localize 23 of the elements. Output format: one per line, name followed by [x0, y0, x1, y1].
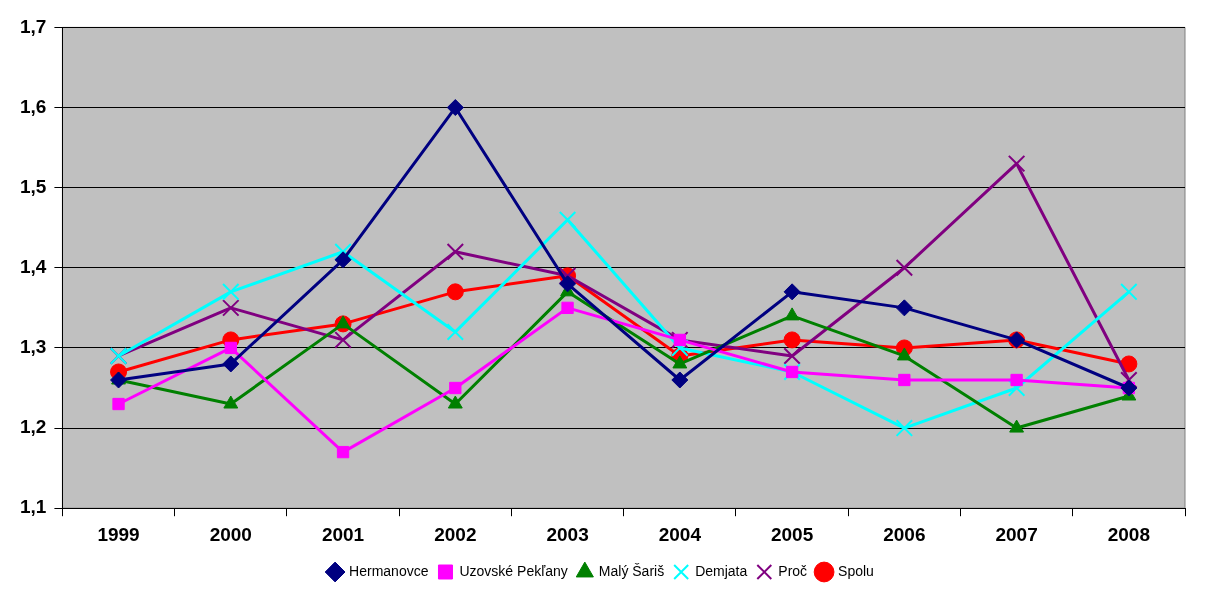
x-tick-label: 1999	[97, 523, 140, 545]
x-tick-label: 2002	[434, 523, 477, 545]
x-tick-label: 2005	[770, 523, 814, 545]
x-tick-label: 2003	[546, 523, 589, 545]
x-tick-label: 2008	[1107, 523, 1151, 545]
y-tick-label: 1,1	[19, 496, 47, 518]
legend-label: Spolu	[838, 562, 874, 579]
x-tick-label: 2004	[658, 523, 702, 545]
y-tick-label: 1,5	[19, 175, 47, 197]
y-tick-label: 1,4	[19, 256, 47, 278]
x-tick-label: 2000	[209, 523, 252, 545]
x-tick-label: 2006	[883, 523, 926, 545]
legend-label: Malý Šariš	[598, 562, 665, 579]
legend-label: Uzovské Pekľany	[459, 562, 568, 579]
legend-label: Demjata	[695, 562, 748, 579]
y-tick-label: 1,3	[19, 336, 47, 358]
legend-label: Hermanovce	[349, 562, 429, 579]
y-tick-label: 1,2	[19, 416, 47, 438]
legend-label: Proč	[778, 562, 808, 579]
y-tick-label: 1,7	[19, 15, 47, 37]
x-tick-label: 2001	[321, 523, 365, 545]
x-tick-label: 2007	[995, 523, 1038, 545]
y-tick-label: 1,6	[19, 95, 47, 117]
